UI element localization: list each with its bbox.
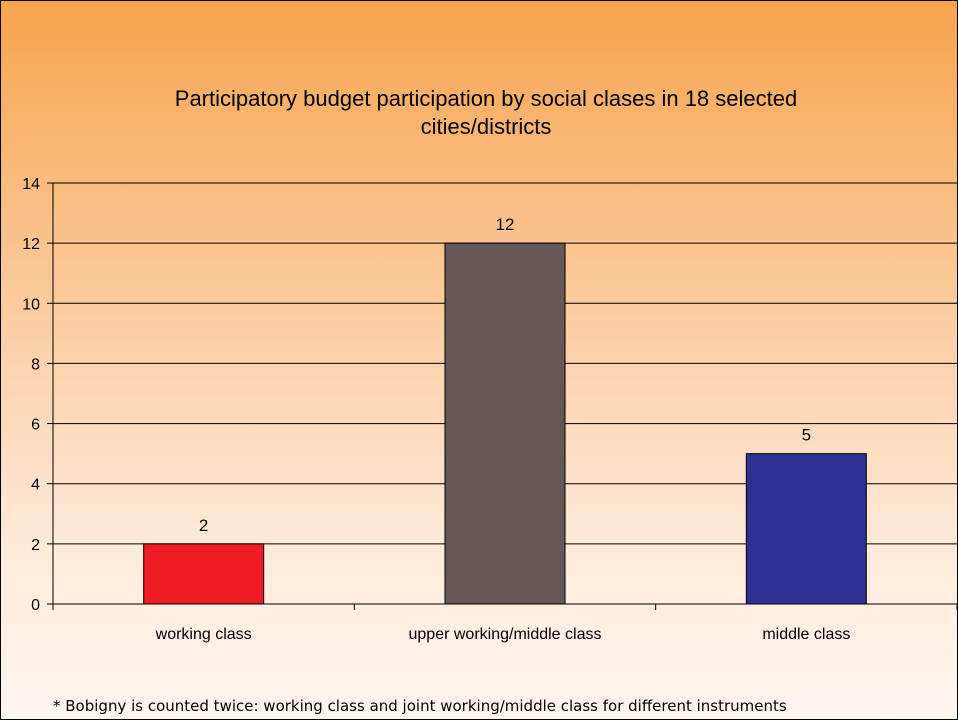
y-tick-label: 8 xyxy=(31,356,40,373)
bar-middle-class xyxy=(745,453,867,605)
bar-upper-working-middle-class xyxy=(444,242,566,605)
y-tick-label: 10 xyxy=(22,296,40,313)
x-tick-label: working class xyxy=(155,626,252,643)
y-tick-label: 6 xyxy=(31,417,40,434)
x-tick-label: upper working/middle class xyxy=(409,626,602,643)
y-tick-label: 14 xyxy=(22,176,40,193)
y-tick-label: 12 xyxy=(22,236,40,253)
y-tick-label: 4 xyxy=(31,477,40,494)
y-tick-label: 2 xyxy=(31,537,40,554)
data-label: 2 xyxy=(199,516,208,535)
x-tick-label: middle class xyxy=(762,626,850,643)
bar-working-class xyxy=(143,543,265,605)
data-label: 5 xyxy=(802,426,811,445)
y-tick-label: 0 xyxy=(31,597,40,614)
chart-title: Participatory budget participation by so… xyxy=(174,86,798,139)
data-label: 12 xyxy=(496,215,515,234)
footnote: * Bobigny is counted twice: working clas… xyxy=(53,697,787,715)
